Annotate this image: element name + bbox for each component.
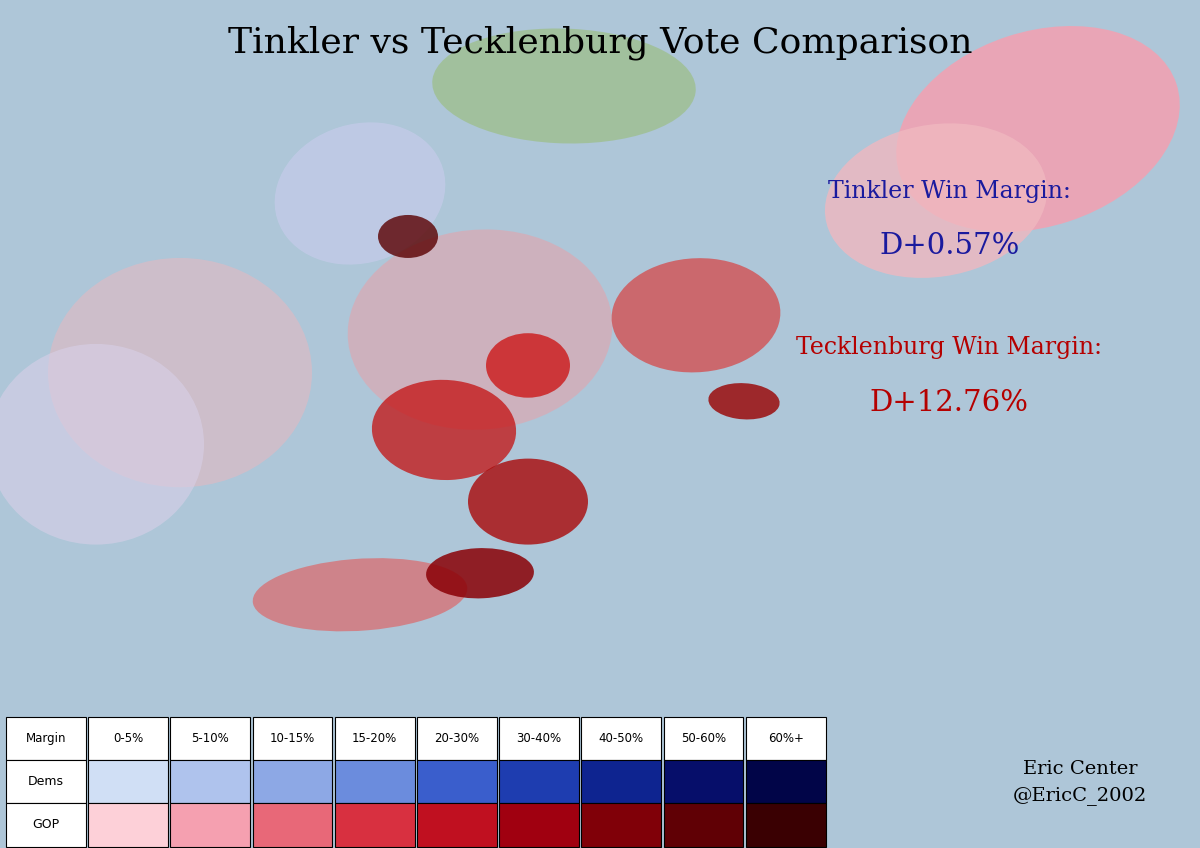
Bar <box>89 760 168 803</box>
Bar <box>664 803 744 846</box>
Bar <box>499 717 580 760</box>
Bar <box>170 760 251 803</box>
Bar <box>664 717 744 760</box>
Bar <box>746 803 826 846</box>
Ellipse shape <box>468 459 588 544</box>
Ellipse shape <box>372 380 516 480</box>
Text: 5-10%: 5-10% <box>192 732 229 745</box>
Bar <box>582 760 661 803</box>
Text: 0-5%: 0-5% <box>113 732 143 745</box>
Ellipse shape <box>708 383 780 420</box>
Bar <box>335 760 415 803</box>
Text: Tecklenburg Win Margin:: Tecklenburg Win Margin: <box>797 337 1103 360</box>
Bar <box>582 803 661 846</box>
Bar <box>6 717 86 760</box>
Ellipse shape <box>0 344 204 544</box>
Ellipse shape <box>824 123 1048 278</box>
Ellipse shape <box>486 333 570 398</box>
Text: Eric Center
@EricC_2002: Eric Center @EricC_2002 <box>1013 760 1147 805</box>
Bar <box>664 760 744 803</box>
Ellipse shape <box>48 258 312 488</box>
Bar <box>335 717 415 760</box>
Bar <box>418 760 497 803</box>
Text: 30-40%: 30-40% <box>516 732 562 745</box>
Bar <box>253 760 332 803</box>
Ellipse shape <box>426 548 534 599</box>
Bar <box>335 803 415 846</box>
Text: 15-20%: 15-20% <box>352 732 397 745</box>
Ellipse shape <box>612 258 780 372</box>
Text: Tinkler Win Margin:: Tinkler Win Margin: <box>828 180 1070 203</box>
Bar <box>418 803 497 846</box>
Ellipse shape <box>253 558 467 632</box>
Text: Margin: Margin <box>25 732 66 745</box>
Text: D+12.76%: D+12.76% <box>870 389 1028 417</box>
Bar <box>746 760 826 803</box>
Bar <box>253 717 332 760</box>
Text: Dems: Dems <box>28 775 64 788</box>
Bar <box>582 717 661 760</box>
Bar <box>170 803 251 846</box>
Text: 60%+: 60%+ <box>768 732 804 745</box>
Bar <box>746 717 826 760</box>
Bar <box>6 760 86 803</box>
Bar <box>499 760 580 803</box>
Text: 40-50%: 40-50% <box>599 732 644 745</box>
Ellipse shape <box>275 122 445 265</box>
Ellipse shape <box>896 26 1180 232</box>
Text: 50-60%: 50-60% <box>680 732 726 745</box>
Bar <box>89 803 168 846</box>
Ellipse shape <box>378 215 438 258</box>
Text: 10-15%: 10-15% <box>270 732 316 745</box>
Bar <box>6 803 86 846</box>
Bar <box>253 803 332 846</box>
Ellipse shape <box>348 230 612 430</box>
Text: Tinkler vs Tecklenburg Vote Comparison: Tinkler vs Tecklenburg Vote Comparison <box>228 25 972 59</box>
Ellipse shape <box>432 29 696 143</box>
Bar <box>418 717 497 760</box>
Bar <box>499 803 580 846</box>
Text: GOP: GOP <box>32 818 60 832</box>
Bar <box>170 717 251 760</box>
Text: D+0.57%: D+0.57% <box>880 232 1019 260</box>
Text: 20-30%: 20-30% <box>434 732 480 745</box>
Bar <box>89 717 168 760</box>
